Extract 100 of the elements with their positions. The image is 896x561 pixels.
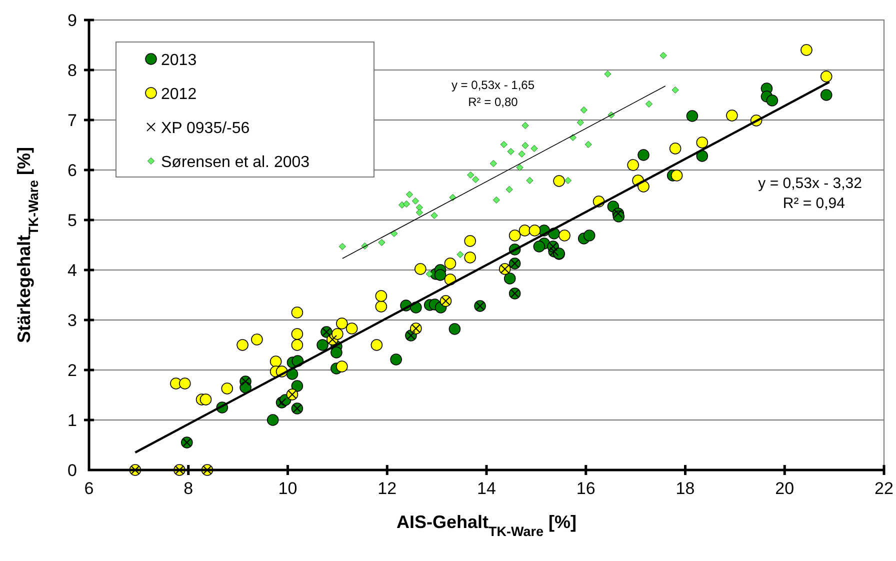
point bbox=[178, 378, 191, 390]
point bbox=[507, 148, 514, 156]
point bbox=[338, 242, 346, 250]
point bbox=[638, 149, 650, 161]
x-tick-label: 16 bbox=[576, 479, 596, 498]
point bbox=[316, 339, 328, 351]
x-tick-label: 22 bbox=[874, 479, 894, 498]
point bbox=[472, 176, 480, 184]
point bbox=[236, 339, 248, 351]
point bbox=[530, 144, 538, 152]
point bbox=[430, 212, 438, 220]
point bbox=[390, 354, 402, 366]
y-tick-label: 3 bbox=[68, 311, 77, 330]
y-tick-label: 0 bbox=[68, 461, 77, 480]
point bbox=[434, 269, 446, 281]
point bbox=[800, 44, 812, 56]
point bbox=[448, 323, 461, 335]
point bbox=[627, 159, 639, 171]
point bbox=[414, 263, 426, 275]
point bbox=[266, 414, 279, 426]
point bbox=[375, 290, 388, 302]
point bbox=[820, 70, 832, 82]
point bbox=[251, 334, 263, 346]
legend-label: Sørensen et al. 2003 bbox=[161, 154, 310, 171]
point bbox=[522, 142, 529, 150]
point bbox=[370, 339, 383, 351]
point bbox=[528, 224, 541, 236]
point bbox=[580, 106, 588, 114]
y-tick-label: 6 bbox=[68, 161, 77, 180]
point bbox=[518, 224, 531, 236]
point bbox=[336, 318, 348, 330]
x-tick-label: 8 bbox=[184, 479, 194, 498]
point bbox=[522, 122, 529, 130]
point bbox=[444, 258, 456, 270]
y-tick-label: 8 bbox=[68, 61, 77, 80]
point bbox=[604, 70, 612, 78]
y-tick-label: 4 bbox=[68, 261, 77, 280]
point bbox=[336, 360, 348, 372]
point bbox=[526, 176, 534, 184]
point bbox=[584, 140, 592, 148]
point bbox=[464, 235, 476, 247]
point bbox=[270, 356, 282, 368]
point bbox=[291, 339, 304, 351]
point bbox=[504, 272, 516, 284]
point bbox=[291, 328, 304, 340]
point bbox=[726, 110, 738, 122]
x-tick-label: 20 bbox=[775, 479, 794, 498]
annotation: R² = 0,80 bbox=[468, 95, 518, 109]
point bbox=[291, 380, 304, 392]
point bbox=[500, 140, 508, 148]
point bbox=[412, 197, 419, 205]
point bbox=[533, 240, 546, 252]
annotation: y = 0,53x - 3,32 bbox=[758, 175, 862, 192]
x-tick-label: 10 bbox=[278, 479, 298, 498]
point bbox=[670, 170, 683, 182]
point bbox=[686, 110, 698, 122]
x-tick-label: 12 bbox=[378, 479, 397, 498]
point bbox=[456, 250, 464, 258]
annotation: y = 0,53x - 1,65 bbox=[451, 78, 535, 92]
legend-label: 2012 bbox=[161, 86, 197, 103]
legend-label: 2013 bbox=[161, 52, 197, 69]
legend-label: XP 0935/-56 bbox=[161, 120, 250, 137]
x-axis-title: AIS-Gehalt$_{TK-Ware}$ [%] bbox=[396, 512, 577, 538]
point bbox=[576, 118, 584, 126]
point bbox=[516, 164, 524, 172]
y-tick-label: 9 bbox=[68, 11, 77, 30]
y-tick-label: 2 bbox=[68, 361, 77, 380]
point bbox=[696, 136, 708, 148]
point bbox=[564, 176, 572, 184]
point bbox=[518, 150, 526, 158]
x-tick-label: 6 bbox=[84, 479, 94, 498]
point bbox=[490, 160, 498, 168]
point bbox=[696, 150, 708, 162]
point bbox=[506, 186, 513, 194]
point bbox=[553, 175, 565, 187]
point bbox=[660, 52, 667, 60]
point bbox=[291, 306, 304, 318]
y-tick-label: 5 bbox=[68, 211, 77, 230]
point bbox=[426, 270, 433, 278]
point bbox=[508, 230, 521, 242]
x-tick-label: 14 bbox=[477, 479, 496, 498]
x-tick-label: 18 bbox=[676, 479, 695, 498]
point bbox=[402, 200, 410, 208]
point bbox=[583, 230, 596, 242]
point bbox=[464, 252, 476, 264]
point bbox=[645, 100, 653, 108]
point bbox=[416, 208, 423, 216]
point bbox=[820, 89, 832, 101]
point bbox=[221, 382, 234, 394]
point bbox=[378, 238, 386, 246]
point bbox=[332, 328, 344, 340]
y-tick-label: 7 bbox=[68, 111, 77, 130]
point bbox=[766, 94, 778, 106]
y-tick-label: 1 bbox=[68, 411, 77, 430]
point bbox=[330, 346, 342, 358]
point bbox=[492, 196, 500, 204]
point bbox=[669, 142, 682, 154]
point bbox=[672, 86, 679, 94]
point bbox=[200, 394, 212, 406]
point bbox=[375, 300, 388, 312]
